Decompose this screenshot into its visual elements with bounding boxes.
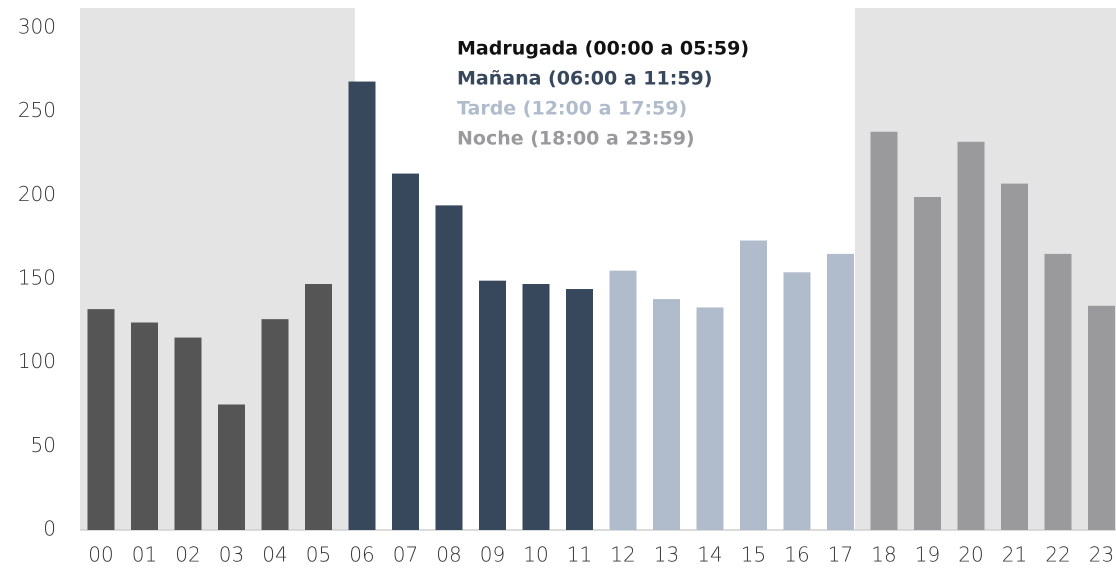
- x-tick-label: 18: [871, 543, 896, 567]
- bar: [87, 309, 115, 530]
- x-tick-label: 16: [784, 543, 809, 567]
- x-tick-label: 08: [436, 543, 461, 567]
- bar: [479, 280, 506, 530]
- y-tick-label: 0: [43, 517, 56, 541]
- x-tick-label: 20: [958, 543, 983, 567]
- legend-label: Madrugada (00:00 a 05:59): [457, 38, 749, 60]
- y-tick-label: 250: [18, 98, 56, 122]
- bar: [218, 404, 245, 530]
- y-tick-label: 50: [31, 433, 56, 457]
- legend-label: Tarde (12:00 a 17:59): [457, 98, 687, 120]
- x-tick-label: 01: [132, 543, 157, 567]
- bar: [783, 272, 811, 530]
- bar: [566, 289, 593, 530]
- x-tick-label: 07: [393, 543, 418, 567]
- legend-label: Noche (18:00 a 23:59): [457, 128, 695, 150]
- bar: [348, 81, 376, 531]
- bar: [261, 319, 289, 530]
- x-tick-label: 03: [219, 543, 244, 567]
- y-tick-label: 150: [18, 266, 56, 290]
- bar: [1001, 183, 1028, 530]
- x-tick-label: 04: [262, 543, 287, 567]
- x-tick-label: 00: [88, 543, 113, 567]
- x-tick-label: 22: [1045, 543, 1070, 567]
- x-tick-label: 19: [915, 543, 940, 567]
- x-tick-label: 10: [523, 543, 548, 567]
- x-tick-label: 11: [567, 543, 592, 567]
- bar: [522, 284, 550, 530]
- x-tick-label: 17: [828, 543, 853, 567]
- bar: [435, 205, 463, 530]
- bar: [392, 173, 419, 530]
- y-tick-label: 100: [18, 349, 56, 373]
- x-tick-label: 23: [1089, 543, 1114, 567]
- bar: [609, 270, 637, 530]
- bar: [914, 197, 941, 531]
- period-shade: [855, 8, 1116, 530]
- bar: [827, 253, 854, 530]
- bar: [1088, 305, 1115, 530]
- x-tick-label: 14: [697, 543, 722, 567]
- bar: [957, 141, 985, 530]
- x-tick-label: 02: [175, 543, 200, 567]
- x-tick-label: 05: [306, 543, 331, 567]
- x-tick-label: 06: [349, 543, 374, 567]
- x-tick-label: 12: [610, 543, 635, 567]
- y-tick-label: 200: [18, 182, 56, 206]
- x-tick-label: 09: [480, 543, 505, 567]
- x-tick-label: 13: [654, 543, 679, 567]
- bar: [653, 299, 680, 530]
- bar: [174, 337, 202, 530]
- bar: [740, 240, 767, 530]
- bar: [131, 322, 158, 530]
- bar: [870, 131, 898, 530]
- y-tick-label: 300: [18, 15, 56, 39]
- legend-label: Mañana (06:00 a 11:59): [457, 68, 712, 90]
- x-tick-label: 15: [741, 543, 766, 567]
- bar: [305, 284, 332, 530]
- x-tick-label: 21: [1002, 543, 1027, 567]
- bar: [696, 307, 724, 530]
- bar: [1044, 253, 1072, 530]
